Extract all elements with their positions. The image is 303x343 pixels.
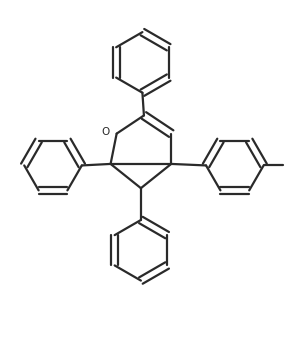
Text: O: O — [101, 127, 109, 137]
